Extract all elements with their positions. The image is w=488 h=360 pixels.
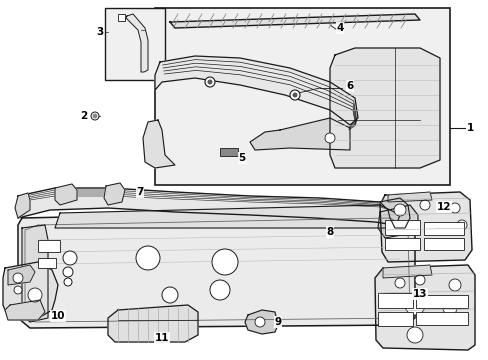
- Polygon shape: [142, 120, 175, 168]
- Circle shape: [207, 80, 212, 84]
- Circle shape: [209, 280, 229, 300]
- Text: 11: 11: [154, 333, 169, 343]
- Polygon shape: [126, 14, 148, 72]
- Circle shape: [204, 77, 215, 87]
- Circle shape: [93, 114, 97, 118]
- Bar: [415, 295, 467, 308]
- Circle shape: [289, 90, 299, 100]
- Circle shape: [292, 93, 296, 97]
- Circle shape: [91, 112, 99, 120]
- Circle shape: [136, 246, 160, 270]
- Polygon shape: [104, 183, 125, 205]
- Circle shape: [63, 251, 77, 265]
- Circle shape: [414, 275, 424, 285]
- Text: 1: 1: [466, 123, 473, 133]
- Circle shape: [28, 288, 42, 302]
- Polygon shape: [22, 225, 48, 322]
- Polygon shape: [249, 118, 349, 150]
- Polygon shape: [18, 188, 399, 225]
- Polygon shape: [379, 198, 409, 228]
- Text: 9: 9: [274, 317, 281, 327]
- Polygon shape: [382, 265, 431, 278]
- Text: 5: 5: [238, 153, 245, 163]
- Bar: [38, 258, 56, 268]
- Circle shape: [212, 249, 238, 275]
- Polygon shape: [379, 192, 471, 262]
- Bar: [155, 8, 449, 185]
- Bar: [105, 8, 164, 80]
- Circle shape: [456, 220, 466, 230]
- Polygon shape: [8, 265, 35, 285]
- Text: 6: 6: [346, 81, 353, 91]
- Bar: [220, 148, 238, 156]
- Text: 13: 13: [412, 289, 427, 299]
- Circle shape: [419, 200, 429, 210]
- Circle shape: [162, 287, 178, 303]
- Polygon shape: [3, 262, 58, 318]
- Circle shape: [442, 301, 456, 315]
- Polygon shape: [55, 184, 77, 205]
- Bar: [377, 312, 412, 326]
- Polygon shape: [244, 310, 278, 334]
- Circle shape: [63, 267, 73, 277]
- Circle shape: [448, 279, 460, 291]
- Polygon shape: [387, 192, 431, 202]
- Bar: [38, 240, 60, 252]
- Polygon shape: [377, 205, 417, 238]
- Text: 7: 7: [136, 187, 143, 197]
- Text: 2: 2: [80, 111, 87, 121]
- Text: 8: 8: [325, 227, 333, 237]
- Bar: [384, 238, 419, 250]
- Polygon shape: [374, 265, 474, 350]
- Polygon shape: [170, 14, 419, 28]
- Circle shape: [13, 273, 23, 283]
- Circle shape: [64, 278, 72, 286]
- Polygon shape: [329, 48, 439, 168]
- Polygon shape: [5, 300, 45, 320]
- Bar: [423, 222, 463, 235]
- Bar: [118, 14, 125, 21]
- Bar: [423, 238, 463, 250]
- Circle shape: [404, 295, 424, 315]
- Polygon shape: [18, 210, 414, 328]
- Text: 4: 4: [336, 23, 343, 33]
- Circle shape: [449, 203, 459, 213]
- Text: 12: 12: [436, 202, 450, 212]
- Circle shape: [394, 278, 404, 288]
- Circle shape: [393, 204, 405, 216]
- Bar: [415, 312, 467, 325]
- Circle shape: [14, 286, 22, 294]
- Polygon shape: [108, 305, 198, 342]
- Text: 10: 10: [51, 311, 65, 321]
- Polygon shape: [15, 193, 30, 218]
- Circle shape: [254, 317, 264, 327]
- Circle shape: [325, 133, 334, 143]
- Bar: [384, 220, 419, 235]
- Bar: [377, 293, 412, 308]
- Polygon shape: [55, 205, 399, 228]
- Text: 3: 3: [96, 27, 103, 37]
- Polygon shape: [155, 56, 357, 125]
- Circle shape: [406, 327, 422, 343]
